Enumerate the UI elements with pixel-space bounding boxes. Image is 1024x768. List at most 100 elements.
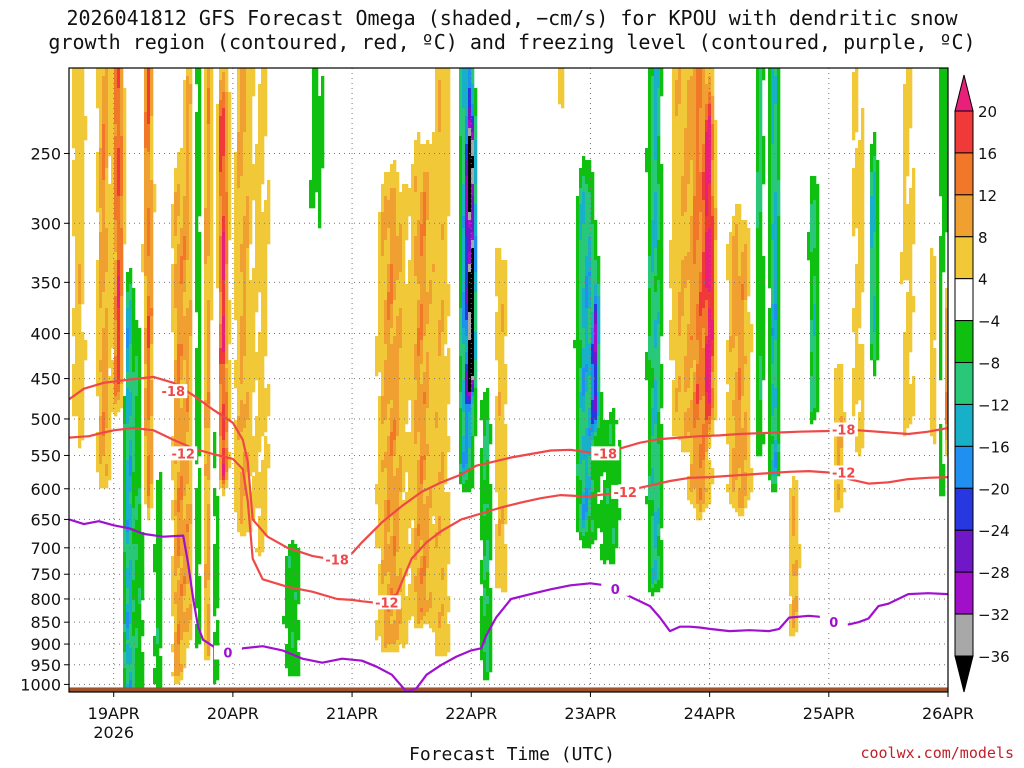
omega-cell [228, 380, 232, 385]
omega-cell [147, 404, 151, 409]
omega-cell [198, 396, 202, 401]
omega-cell [219, 172, 223, 177]
omega-cell [144, 292, 148, 297]
omega-cell [216, 280, 220, 285]
omega-cell [138, 336, 142, 341]
omega-cell [225, 68, 229, 73]
omega-cell [234, 280, 238, 285]
omega-cell [171, 572, 175, 577]
omega-cell [171, 588, 175, 593]
omega-cell [108, 460, 112, 465]
omega-cell [120, 168, 124, 173]
omega-cell [111, 100, 115, 105]
omega-cell [138, 472, 142, 477]
omega-cell [195, 208, 199, 213]
omega-cell [105, 268, 109, 273]
omega-cell [240, 504, 244, 509]
omega-cell [186, 72, 190, 77]
omega-cell [144, 204, 148, 209]
omega-cell [225, 160, 229, 165]
omega-cell [210, 164, 214, 169]
omega-cell [183, 412, 187, 417]
omega-cell [153, 636, 157, 641]
omega-cell [150, 496, 154, 501]
omega-cell [219, 360, 223, 365]
omega-cell [150, 120, 154, 125]
omega-cell [228, 104, 232, 109]
omega-cell [204, 204, 208, 209]
omega-cell [132, 648, 136, 653]
omega-cell [135, 472, 139, 477]
omega-cell [111, 240, 115, 245]
omega-cell [132, 320, 136, 325]
omega-cell [186, 220, 190, 225]
omega-cell [186, 436, 190, 441]
omega-cell [174, 508, 178, 513]
omega-cell [135, 628, 139, 633]
omega-cell [174, 336, 178, 341]
omega-cell [189, 520, 193, 525]
omega-cell [228, 328, 232, 333]
omega-cell [105, 328, 109, 333]
omega-cell [174, 396, 178, 401]
omega-cell [120, 196, 124, 201]
omega-cell [123, 556, 127, 561]
omega-cell [186, 408, 190, 413]
omega-cell [183, 520, 187, 525]
omega-cell [186, 384, 190, 389]
omega-cell [99, 184, 103, 189]
omega-cell [240, 348, 244, 353]
omega-cell [198, 200, 202, 205]
omega-cell [153, 208, 157, 213]
omega-cell [150, 68, 154, 73]
omega-cell [252, 316, 256, 321]
omega-cell [177, 364, 181, 369]
omega-cell [183, 644, 187, 649]
omega-cell [138, 428, 142, 433]
omega-cell [138, 632, 142, 637]
omega-cell [105, 236, 109, 241]
omega-cell [114, 76, 118, 81]
omega-cell [180, 484, 184, 489]
omega-cell [156, 652, 160, 657]
omega-cell [105, 144, 109, 149]
omega-cell [243, 192, 247, 197]
omega-cell [159, 560, 163, 565]
omega-cell [81, 420, 85, 425]
omega-cell [96, 100, 100, 105]
omega-cell [219, 96, 223, 101]
omega-cell [105, 72, 109, 77]
omega-cell [150, 220, 154, 225]
omega-cell [237, 248, 241, 253]
omega-cell [78, 356, 82, 361]
omega-cell [249, 348, 253, 353]
omega-cell [195, 172, 199, 177]
omega-cell [144, 396, 148, 401]
omega-cell [180, 440, 184, 445]
omega-cell [186, 624, 190, 629]
omega-cell [240, 276, 244, 281]
omega-cell [237, 392, 241, 397]
omega-cell [153, 556, 157, 561]
omega-cell [108, 276, 112, 281]
omega-cell [189, 400, 193, 405]
omega-cell [150, 264, 154, 269]
omega-cell [204, 260, 208, 265]
omega-cell [96, 356, 100, 361]
omega-cell [72, 96, 76, 101]
omega-cell [102, 368, 106, 373]
omega-cell [204, 288, 208, 293]
omega-cell [186, 204, 190, 209]
omega-cell [102, 420, 106, 425]
omega-cell [240, 292, 244, 297]
omega-cell [144, 448, 148, 453]
omega-cell [135, 544, 139, 549]
omega-cell [240, 100, 244, 105]
omega-cell [186, 164, 190, 169]
omega-cell [129, 292, 133, 297]
omega-cell [144, 388, 148, 393]
omega-cell [171, 232, 175, 237]
omega-cell [99, 252, 103, 257]
omega-cell [120, 72, 124, 77]
omega-cell [219, 76, 223, 81]
